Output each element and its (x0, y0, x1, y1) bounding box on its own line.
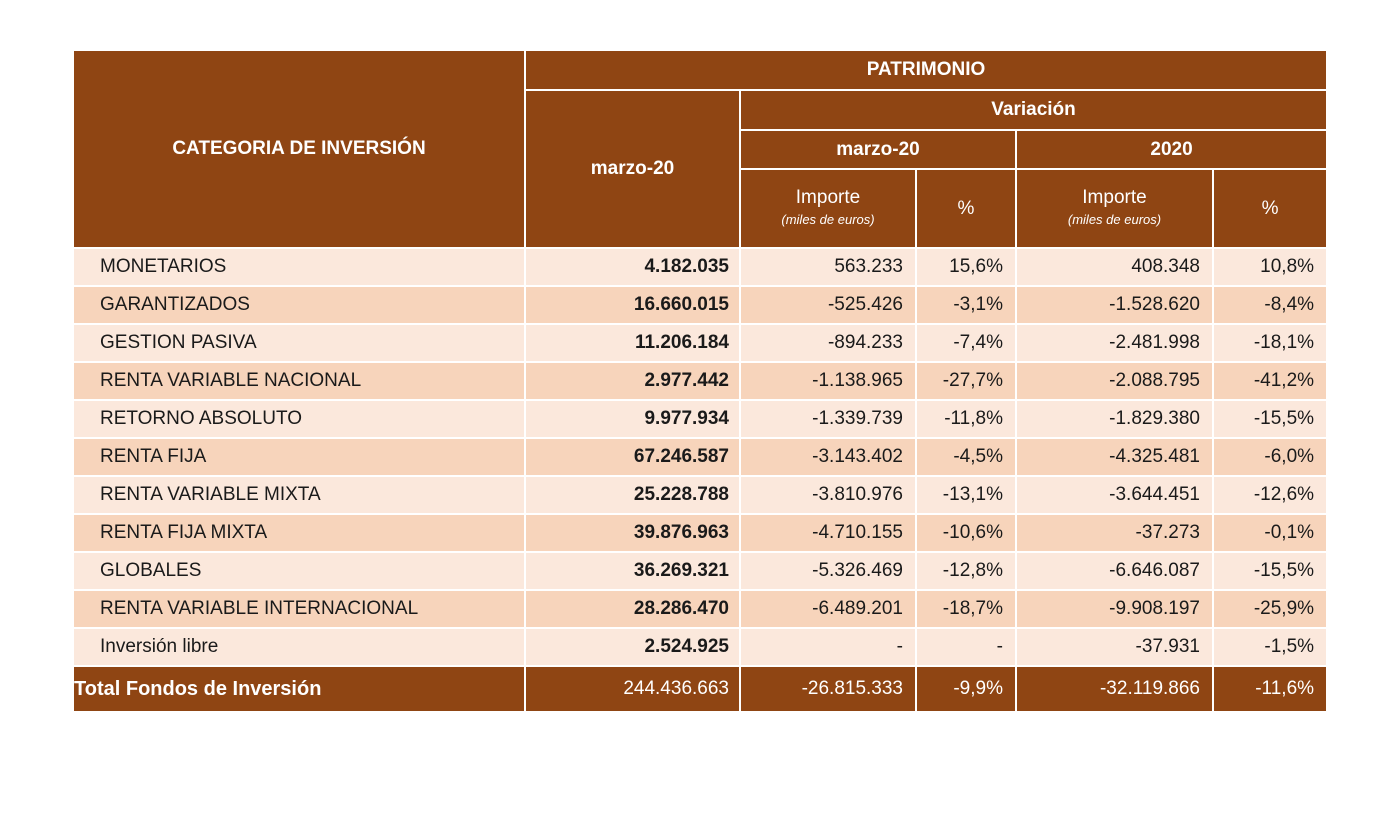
total-var-year-importe: -32.119.866 (1015, 665, 1214, 713)
category-cell: RENTA VARIABLE NACIONAL (72, 361, 526, 401)
var-month-pct-header: % (915, 168, 1017, 249)
var-year-importe-cell: 408.348 (1015, 247, 1214, 287)
category-cell: RENTA VARIABLE INTERNACIONAL (72, 589, 526, 629)
importe-label: Importe (795, 186, 861, 208)
category-cell: RETORNO ABSOLUTO (72, 399, 526, 439)
var-month-pct-cell: 15,6% (915, 247, 1017, 287)
patrimonio-cell: 28.286.470 (524, 589, 741, 629)
var-year-pct-cell: -15,5% (1211, 551, 1329, 591)
var-year-pct-cell: -25,9% (1211, 589, 1329, 629)
var-year-pct-header: % (1211, 168, 1329, 249)
month-header: marzo-20 (524, 89, 741, 249)
patrimonio-cell: 16.660.015 (524, 285, 741, 325)
patrimonio-cell: 36.269.321 (524, 551, 741, 591)
patrimonio-cell: 39.876.963 (524, 513, 741, 553)
table-row: RENTA FIJA MIXTA 39.876.963 -4.710.155 -… (72, 513, 1329, 553)
total-row: Total Fondos de Inversión 244.436.663 -2… (72, 665, 1329, 713)
total-var-month-importe: -26.815.333 (739, 665, 917, 713)
var-year-importe-cell: -6.646.087 (1015, 551, 1214, 591)
patrimonio-cell: 25.228.788 (524, 475, 741, 515)
importe-unit-label: (miles de euros) (781, 211, 875, 227)
var-month-importe-cell: -3.143.402 (739, 437, 917, 477)
category-cell: RENTA FIJA MIXTA (72, 513, 526, 553)
patrimonio-cell: 9.977.934 (524, 399, 741, 439)
patrimonio-cell: 2.977.442 (524, 361, 741, 401)
category-cell: GLOBALES (72, 551, 526, 591)
var-year-importe-cell: -1.829.380 (1015, 399, 1214, 439)
category-cell: MONETARIOS (72, 247, 526, 287)
var-month-pct-cell: -12,8% (915, 551, 1017, 591)
patrimonio-cell: 4.182.035 (524, 247, 741, 287)
var-year-pct-cell: -0,1% (1211, 513, 1329, 553)
table-row: RENTA VARIABLE NACIONAL 2.977.442 -1.138… (72, 361, 1329, 401)
var-month-importe-cell: - (739, 627, 917, 667)
var-month-importe-cell: -894.233 (739, 323, 917, 363)
category-cell: GARANTIZADOS (72, 285, 526, 325)
var-month-importe-cell: -1.339.739 (739, 399, 917, 439)
table-row: Inversión libre 2.524.925 - - -37.931 -1… (72, 627, 1329, 667)
table-row: RENTA FIJA 67.246.587 -3.143.402 -4,5% -… (72, 437, 1329, 477)
patrimonio-cell: 11.206.184 (524, 323, 741, 363)
var-year-pct-cell: -12,6% (1211, 475, 1329, 515)
var-year-importe-cell: -2.481.998 (1015, 323, 1214, 363)
var-year-importe-header: Importe (miles de euros) (1015, 168, 1214, 249)
table-row: MONETARIOS 4.182.035 563.233 15,6% 408.3… (72, 247, 1329, 287)
importe-label: Importe (1082, 186, 1147, 208)
importe-unit-label: (miles de euros) (1067, 211, 1162, 227)
var-year-pct-cell: -18,1% (1211, 323, 1329, 363)
var-month-importe-cell: -3.810.976 (739, 475, 917, 515)
var-year-pct-cell: -8,4% (1211, 285, 1329, 325)
var-month-pct-cell: -3,1% (915, 285, 1017, 325)
var-month-header: marzo-20 (739, 129, 1017, 170)
var-year-importe-cell: -4.325.481 (1015, 437, 1214, 477)
var-year-importe-cell: -2.088.795 (1015, 361, 1214, 401)
table-row: GESTION PASIVA 11.206.184 -894.233 -7,4%… (72, 323, 1329, 363)
total-var-year-pct: -11,6% (1211, 665, 1329, 713)
var-year-pct-cell: -41,2% (1211, 361, 1329, 401)
var-month-pct-cell: -11,8% (915, 399, 1017, 439)
var-month-pct-cell: -13,1% (915, 475, 1017, 515)
var-month-pct-cell: -4,5% (915, 437, 1017, 477)
table-row: RENTA VARIABLE MIXTA 25.228.788 -3.810.9… (72, 475, 1329, 515)
var-year-pct-cell: -1,5% (1211, 627, 1329, 667)
var-year-pct-cell: 10,8% (1211, 247, 1329, 287)
var-month-importe-cell: -5.326.469 (739, 551, 917, 591)
var-month-importe-cell: -6.489.201 (739, 589, 917, 629)
investment-funds-table: CATEGORIA DE INVERSIÓN PATRIMONIO marzo-… (72, 49, 1329, 713)
category-cell: RENTA VARIABLE MIXTA (72, 475, 526, 515)
var-month-importe-cell: -525.426 (739, 285, 917, 325)
total-label: Total Fondos de Inversión (72, 665, 526, 713)
var-year-importe-cell: -3.644.451 (1015, 475, 1214, 515)
table-row: GLOBALES 36.269.321 -5.326.469 -12,8% -6… (72, 551, 1329, 591)
patrimonio-cell: 2.524.925 (524, 627, 741, 667)
var-year-pct-cell: -15,5% (1211, 399, 1329, 439)
var-month-pct-cell: - (915, 627, 1017, 667)
var-year-importe-cell: -9.908.197 (1015, 589, 1214, 629)
patrimonio-header: PATRIMONIO (523, 49, 1329, 91)
var-month-pct-cell: -7,4% (915, 323, 1017, 363)
variacion-header: Variación (738, 89, 1329, 131)
var-month-importe-header: Importe (miles de euros) (739, 168, 917, 249)
category-header: CATEGORIA DE INVERSIÓN (72, 49, 526, 249)
table-row: GARANTIZADOS 16.660.015 -525.426 -3,1% -… (72, 285, 1329, 325)
var-month-pct-cell: -18,7% (915, 589, 1017, 629)
table-row: RENTA VARIABLE INTERNACIONAL 28.286.470 … (72, 589, 1329, 629)
var-year-pct-cell: -6,0% (1211, 437, 1329, 477)
total-patrimonio: 244.436.663 (524, 665, 741, 713)
var-month-pct-cell: -27,7% (915, 361, 1017, 401)
category-cell: RENTA FIJA (72, 437, 526, 477)
var-month-importe-cell: -1.138.965 (739, 361, 917, 401)
table-row: RETORNO ABSOLUTO 9.977.934 -1.339.739 -1… (72, 399, 1329, 439)
category-cell: GESTION PASIVA (72, 323, 526, 363)
var-month-pct-cell: -10,6% (915, 513, 1017, 553)
var-year-importe-cell: -37.931 (1015, 627, 1214, 667)
var-year-importe-cell: -37.273 (1015, 513, 1214, 553)
var-year-header: 2020 (1014, 129, 1329, 170)
var-month-importe-cell: -4.710.155 (739, 513, 917, 553)
var-month-importe-cell: 563.233 (739, 247, 917, 287)
var-year-importe-cell: -1.528.620 (1015, 285, 1214, 325)
patrimonio-cell: 67.246.587 (524, 437, 741, 477)
category-cell: Inversión libre (72, 627, 526, 667)
total-var-month-pct: -9,9% (915, 665, 1017, 713)
